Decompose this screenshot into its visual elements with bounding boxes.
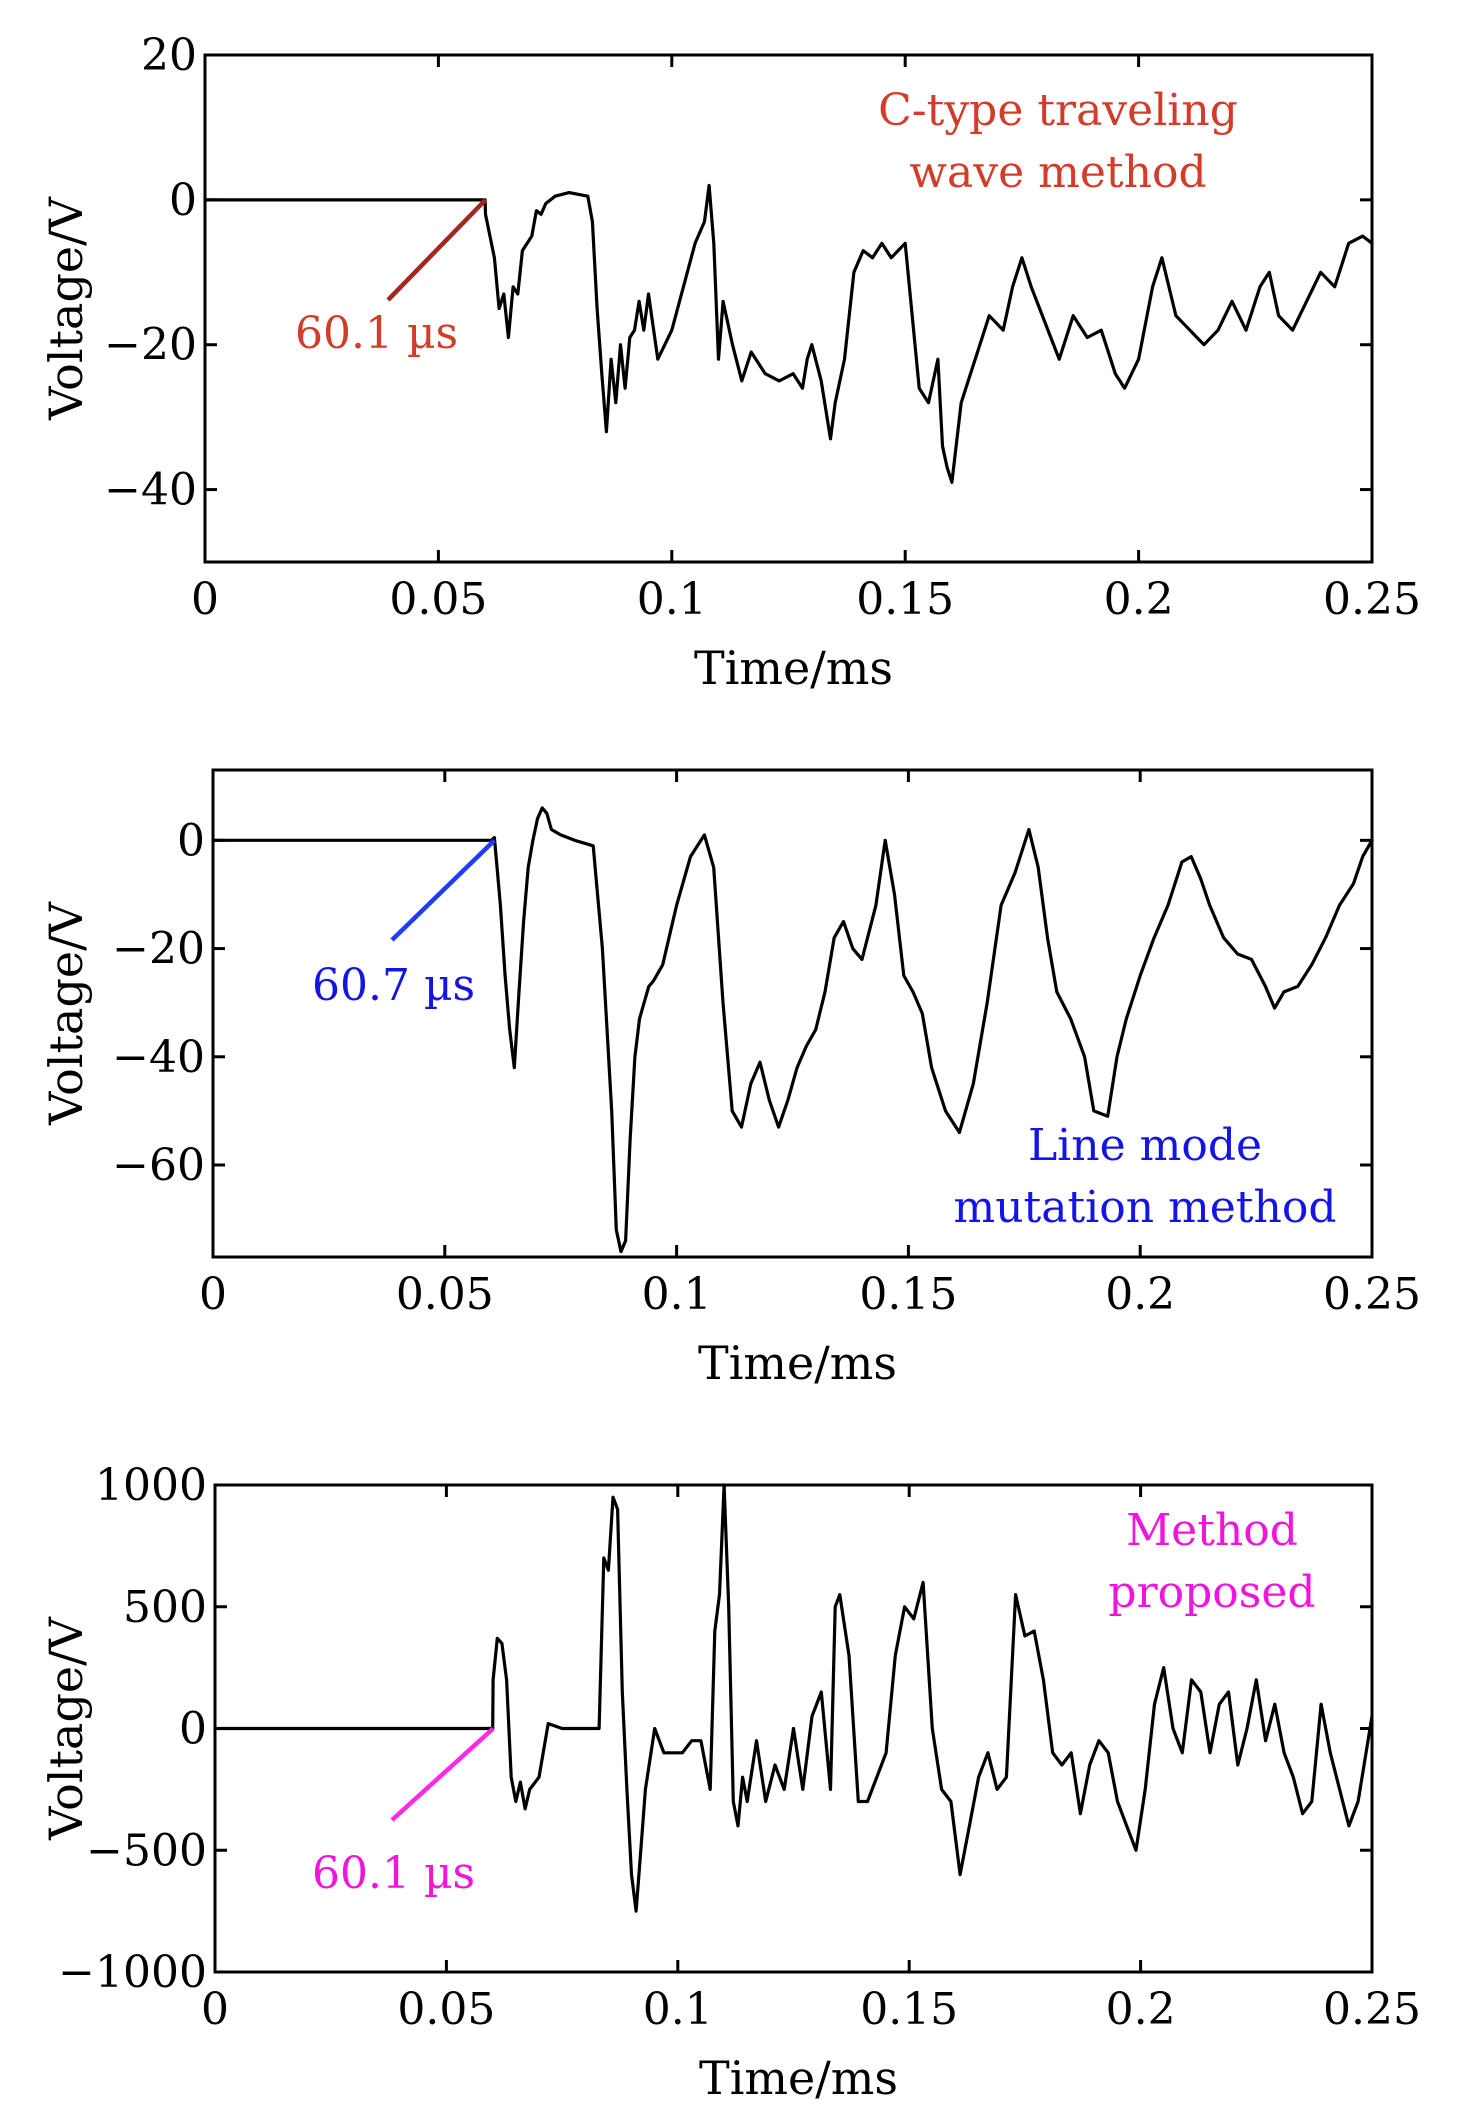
- y-tick-label: −40: [112, 1032, 205, 1083]
- plot-area-2: [213, 770, 1372, 1257]
- method-label-line2-3: proposed: [1108, 1567, 1315, 1618]
- y-tick-label: −60: [112, 1140, 205, 1191]
- y-tick-labels-2: 0 −20 −40 −60: [112, 815, 205, 1191]
- y-tick-label: 0: [177, 815, 205, 866]
- y-tick-label: −1000: [58, 1947, 207, 1998]
- method-label-line1-2: Line mode: [1028, 1120, 1262, 1171]
- x-tick-labels-3: 0 0.05 0.1 0.15 0.2 0.25: [201, 1984, 1421, 2035]
- x-tick-label: 0.1: [642, 1269, 712, 1320]
- method-label-line2-1: wave method: [909, 147, 1206, 198]
- y-tick-labels-1: 20 0 −20 −40: [104, 30, 197, 516]
- y-axis-label-1: Voltage/V: [39, 196, 93, 420]
- annotation-pointer-2: [390, 838, 496, 942]
- annotation-pointer-1: [386, 198, 488, 302]
- plot-frame-2: [211, 768, 1374, 1259]
- annotation-time-2: 60.7 µs: [312, 960, 475, 1011]
- y-axis-label-2: Voltage/V: [39, 901, 93, 1125]
- x-axis-label-1: Time/ms: [694, 641, 893, 695]
- y-axis-label-3: Voltage/V: [39, 1616, 93, 1840]
- y-tick-label: 500: [123, 1582, 207, 1633]
- panel-line-mode-mutation: 0 0.05 0.1 0.15 0.2 0.25 0 −20 −40 −60 Time/ms V…: [39, 768, 1421, 1390]
- x-tick-label: 0.25: [1323, 574, 1421, 625]
- y-tick-label: 20: [141, 30, 197, 81]
- annotation-time-1: 60.1 µs: [295, 308, 458, 359]
- y-tick-label: −20: [112, 924, 205, 975]
- plot-frame-3: [213, 1483, 1374, 1974]
- series-line-method-proposed: [213, 1483, 1374, 1913]
- x-tick-label: 0.2: [1106, 1984, 1176, 2035]
- x-tick-label: 0.25: [1323, 1984, 1421, 2035]
- x-tick-label: 0.15: [856, 574, 954, 625]
- x-tick-label: 0.05: [397, 1984, 495, 2035]
- y-tick-label: −40: [104, 465, 197, 516]
- method-label-line1-3: Method: [1126, 1505, 1298, 1556]
- x-axis-label-2: Time/ms: [698, 1336, 897, 1390]
- x-tick-label: 0.05: [389, 574, 487, 625]
- x-tick-label: 0.2: [1104, 574, 1174, 625]
- panel-method-proposed: 0 0.05 0.1 0.15 0.2 0.25 1000 500 0 −500 −1000 Ti…: [39, 1460, 1421, 2105]
- y-tick-label: 0: [179, 1704, 207, 1755]
- series-line-c-type: [203, 183, 1374, 484]
- x-tick-label: 0.2: [1105, 1269, 1175, 1320]
- x-tick-label: 0.05: [396, 1269, 494, 1320]
- annotation-pointer-3: [390, 1726, 495, 1822]
- y-tick-label: 0: [169, 175, 197, 226]
- panel-c-type-traveling-wave: 0 0.05 0.1 0.15 0.2 0.25 20 0 −20 −40 Time/ms Vo…: [39, 30, 1421, 695]
- method-label-line1-1: C-type traveling: [878, 85, 1238, 136]
- plot-area-1: [205, 55, 1372, 562]
- annotation-time-3: 60.1 µs: [312, 1848, 475, 1899]
- x-axis-label-3: Time/ms: [699, 2051, 898, 2105]
- x-tick-labels-1: 0 0.05 0.1 0.15 0.2 0.25: [191, 574, 1421, 625]
- x-tick-label: 0: [191, 574, 219, 625]
- y-tick-label: −500: [86, 1825, 207, 1876]
- plot-frame-1: [203, 53, 1374, 564]
- x-tick-label: 0.1: [643, 1984, 713, 2035]
- y-tick-label: 1000: [95, 1460, 207, 1511]
- x-tick-label: 0.25: [1323, 1269, 1421, 1320]
- x-tick-label: 0.15: [860, 1984, 958, 2035]
- x-tick-label: 0.15: [859, 1269, 957, 1320]
- method-label-line2-2: mutation method: [954, 1182, 1337, 1233]
- x-tick-label: 0: [199, 1269, 227, 1320]
- y-tick-labels-3: 1000 500 0 −500 −1000: [58, 1460, 207, 1998]
- y-tick-label: −20: [104, 320, 197, 371]
- series-line-line-mode: [211, 806, 1374, 1254]
- x-tick-labels-2: 0 0.05 0.1 0.15 0.2 0.25: [199, 1269, 1421, 1320]
- x-tick-label: 0.1: [637, 574, 707, 625]
- x-tick-label: 0: [201, 1984, 229, 2035]
